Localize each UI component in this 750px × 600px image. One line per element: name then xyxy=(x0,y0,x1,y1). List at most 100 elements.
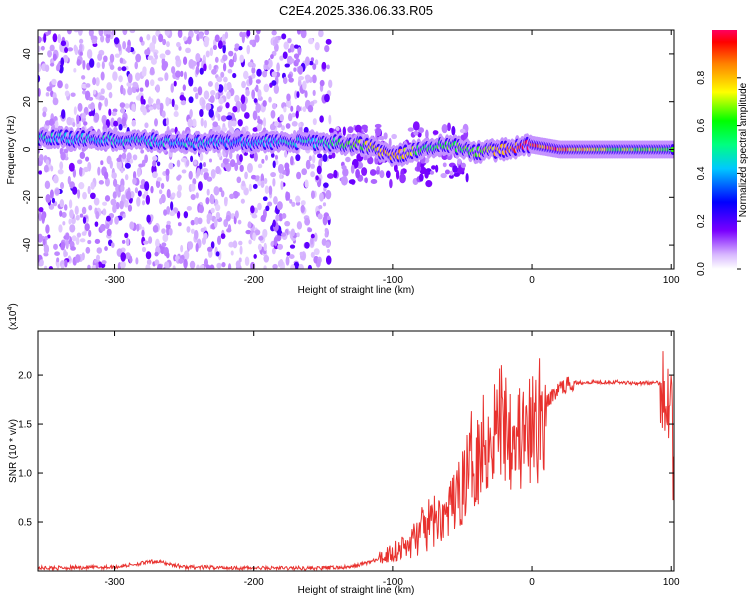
spectrogram-noise-cell xyxy=(121,152,127,160)
spectrogram-noise-cell xyxy=(155,84,161,93)
spectrogram-noise-cell xyxy=(109,53,115,63)
spectrogram-noise-cell xyxy=(220,233,226,239)
spectrogram-noise-cell xyxy=(284,220,291,227)
spectrogram-noise-cell xyxy=(419,163,425,168)
colorbar-tick-label: 0.2 xyxy=(696,214,707,228)
spectrogram-noise-cell xyxy=(288,254,295,259)
spectrogram-noise-cell xyxy=(53,243,58,250)
spectrogram-noise-cell xyxy=(318,30,324,38)
spectrogram-noise-cell xyxy=(122,41,127,50)
spectrogram-noise-cell xyxy=(227,111,232,117)
spectrogram-noise-cell xyxy=(166,251,170,259)
spectrogram-noise-cell xyxy=(244,256,250,267)
spectrogram-noise-cell xyxy=(87,239,92,245)
spectrogram-noise-cell xyxy=(193,86,198,93)
spectrogram-noise-cell xyxy=(248,77,253,86)
spectrogram-noise-cell xyxy=(201,237,206,245)
spectrogram-noise-cell xyxy=(341,165,347,170)
spectrogram-noise-cell xyxy=(290,155,294,166)
spectrogram-noise-cell xyxy=(308,37,314,45)
spectrogram-noise-cell xyxy=(311,74,317,84)
spectrogram-noise-cell xyxy=(186,226,191,233)
spectrogram-noise-cell xyxy=(308,60,314,66)
spectrogram-noise-cell xyxy=(110,198,117,206)
spectrogram-noise-cell xyxy=(375,169,380,175)
spectrogram-noise-cell xyxy=(126,45,131,53)
spectrogram-noise-cell xyxy=(122,88,126,96)
spectrogram-noise-cell xyxy=(229,159,236,168)
spectrogram-noise-cell xyxy=(255,103,261,113)
spectrogram-noise-cell xyxy=(45,224,50,234)
spectrogram-noise-cell xyxy=(215,166,221,175)
spectrogram-noise-cell xyxy=(270,171,277,178)
spectrogram-noise-cell xyxy=(287,37,292,44)
spectrogram-noise-cell xyxy=(286,251,291,256)
spectrogram-noise-cell xyxy=(196,167,201,177)
spectrogram-noise-cell xyxy=(258,235,264,241)
spectrogram-noise-cell xyxy=(379,170,385,179)
x-tick-label: 0 xyxy=(529,275,535,286)
spectrogram-noise-cell xyxy=(291,201,296,207)
spectrogram-noise-cell xyxy=(100,88,105,95)
x-tick-label: -100 xyxy=(383,577,403,588)
spectrogram-noise-cell xyxy=(176,159,181,168)
spectrogram-noise-cell xyxy=(178,258,184,264)
spectrogram-noise-cell xyxy=(247,61,254,68)
snr-background xyxy=(38,331,674,571)
spectrogram-noise-cell xyxy=(45,159,50,167)
spectrogram-noise-cell xyxy=(234,210,239,219)
spectrogram-noise-cell xyxy=(251,66,256,74)
spectrogram-noise-cell xyxy=(183,36,187,42)
spectrogram-noise-cell xyxy=(321,61,327,70)
spectrogram-noise-cell xyxy=(345,156,351,163)
spectrogram-noise-cell xyxy=(369,169,377,176)
spectrogram-noise-cell xyxy=(429,170,435,175)
spectrogram-noise-cell xyxy=(268,96,272,103)
spectrogram-noise-cell xyxy=(205,102,212,111)
x-tick-label: 0 xyxy=(529,577,535,588)
spectrogram-noise-cell xyxy=(247,221,252,229)
spectrogram-noise-cell xyxy=(71,216,76,225)
spectrogram-noise-cell xyxy=(234,162,239,172)
spectrogram-noise-cell xyxy=(316,258,321,267)
spectrogram-noise-cell xyxy=(49,189,54,199)
spectrogram-noise-cell xyxy=(310,251,315,258)
spectrogram-noise-cell xyxy=(239,164,244,173)
spectrogram-noise-cell xyxy=(326,173,334,179)
spectrogram-noise-cell xyxy=(81,75,86,80)
spectrogram-noise-cell xyxy=(118,123,123,131)
spectrogram-noise-cell xyxy=(45,92,50,97)
spectrogram-noise-cell xyxy=(161,228,166,234)
spectrogram-noise-cell xyxy=(254,34,260,43)
spectrogram-noise-cell xyxy=(103,55,108,63)
spectrogram-noise-cell xyxy=(190,183,196,192)
spectrogram-noise-cell xyxy=(138,163,144,168)
spectrogram-noise-cell xyxy=(290,58,295,64)
spectrogram-noise-cell xyxy=(44,180,51,190)
x-tick-label: 100 xyxy=(663,577,680,588)
spectrogram-noise-cell xyxy=(185,159,190,167)
spectrogram-noise-cell xyxy=(117,66,122,71)
spectrogram-noise-cell xyxy=(82,191,87,200)
spectrogram-noise-cell xyxy=(120,252,126,262)
spectrogram-noise-cell xyxy=(65,232,70,240)
spectrogram-noise-cell xyxy=(61,211,67,218)
spectrogram-noise-cell xyxy=(135,257,139,265)
spectrogram-noise-cell xyxy=(293,44,299,49)
y-tick-label: 0 xyxy=(22,146,33,152)
spectrogram-noise-cell xyxy=(157,77,164,82)
spectrogram-noise-cell xyxy=(310,171,315,178)
spectrogram-noise-cell xyxy=(38,170,43,175)
spectrogram-noise-cell xyxy=(221,126,228,132)
spectrogram-noise-cell xyxy=(310,233,315,239)
spectrogram-noise-cell xyxy=(388,137,392,148)
spectrogram-noise-cell xyxy=(111,172,117,179)
snr-panel: -300 -200 -100 0 100 0.5 1.0 1.5 2.0 Height of … xyxy=(7,303,680,596)
spectrogram-noise-cell xyxy=(64,259,68,268)
spectrogram-noise-cell xyxy=(264,185,269,195)
spectrogram-noise-cell xyxy=(239,245,243,255)
spectrogram-noise-cell xyxy=(307,227,313,233)
spectrogram-noise-cell xyxy=(232,105,238,113)
spectrogram-noise-cell xyxy=(235,260,241,268)
spectrogram-noise-cell xyxy=(145,263,151,269)
